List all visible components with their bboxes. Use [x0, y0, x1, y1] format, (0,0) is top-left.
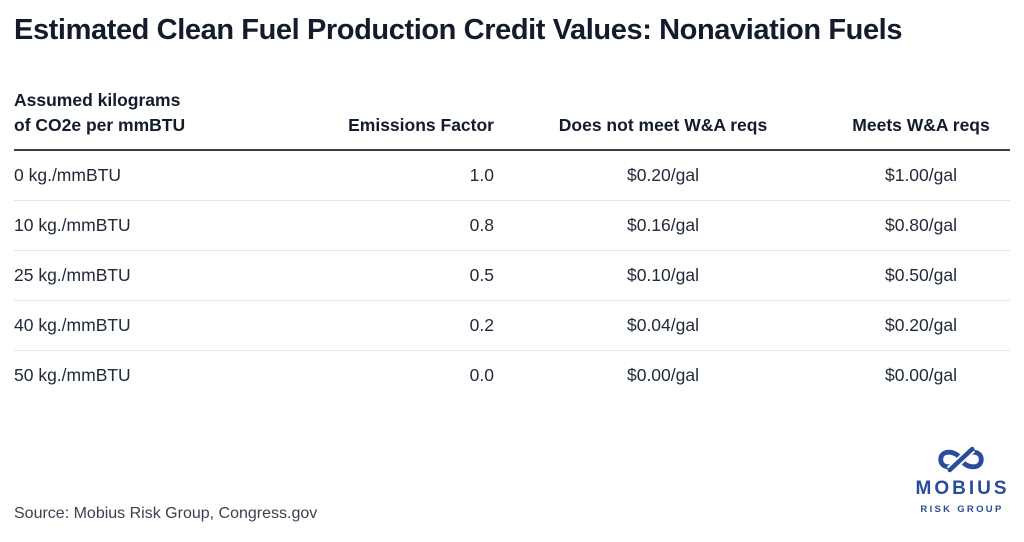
table-row: 10 kg./mmBTU 0.8 $0.16/gal $0.80/gal	[14, 200, 1010, 251]
cell-meets-value: $1.00/gal	[832, 150, 1010, 201]
source-note: Source: Mobius Risk Group, Congress.gov	[14, 505, 318, 522]
cell-meets-value: $0.80/gal	[832, 200, 1010, 251]
cell-kg: 25 kg./mmBTU	[14, 250, 332, 301]
cell-emissions-factor: 0.2	[332, 300, 494, 351]
infinity-icon	[938, 446, 984, 473]
cell-not-meet-value: $0.20/gal	[494, 150, 832, 201]
credit-values-table: Assumed kilograms of CO2e per mmBTU Emis…	[14, 88, 1010, 400]
cell-not-meet-value: $0.00/gal	[626, 364, 699, 385]
table-row: 50 kg./mmBTU 0.0 $0.00/gal $0.00/gal	[14, 350, 1010, 400]
col-header-does-not-meet-wa: Does not meet W&A reqs	[494, 88, 832, 151]
cell-kg: 0 kg./mmBTU	[14, 150, 332, 201]
cell-emissions-factor: 0.8	[332, 200, 494, 251]
col-header-assumed-kg-line2: of CO2e per mmBTU	[14, 115, 186, 135]
logo-wordmark: MOBIUS	[915, 478, 1010, 499]
table-row: 0 kg./mmBTU 1.0 $0.20/gal $1.00/gal	[14, 150, 1010, 201]
mobius-logo: MOBIUS RISK GROUP	[908, 446, 1014, 515]
cell-kg: 40 kg./mmBTU	[14, 300, 332, 351]
cell-meets-value: $0.20/gal	[832, 300, 1010, 351]
cell-not-meet-value: $0.16/gal	[494, 200, 832, 251]
col-header-emissions-factor: Emissions Factor	[332, 88, 494, 151]
cell-emissions-factor: 0.0	[469, 364, 494, 385]
table-row: 25 kg./mmBTU 0.5 $0.10/gal $0.50/gal	[14, 250, 1010, 301]
table-row: 40 kg./mmBTU 0.2 $0.04/gal $0.20/gal	[14, 300, 1010, 351]
col-header-meets-wa: Meets W&A reqs	[832, 88, 1010, 151]
col-header-assumed-kg-line1: Assumed kilograms	[14, 90, 181, 110]
cell-not-meet-value: $0.04/gal	[494, 300, 832, 351]
col-header-assumed-kg: Assumed kilograms of CO2e per mmBTU	[14, 88, 332, 151]
cell-emissions-factor: 0.5	[332, 250, 494, 301]
cell-not-meet-value: $0.10/gal	[494, 250, 832, 301]
table-header-row: Assumed kilograms of CO2e per mmBTU Emis…	[14, 88, 1010, 151]
cell-emissions-factor: 1.0	[332, 150, 494, 201]
cell-kg: 50 kg./mmBTU	[14, 364, 131, 385]
cell-meets-value: $0.00/gal	[884, 364, 957, 385]
cell-meets-value: $0.50/gal	[832, 250, 1010, 301]
logo-tagline: RISK GROUP	[920, 504, 1004, 515]
cell-kg: 10 kg./mmBTU	[14, 200, 332, 251]
page-title: Estimated Clean Fuel Production Credit V…	[14, 14, 903, 46]
